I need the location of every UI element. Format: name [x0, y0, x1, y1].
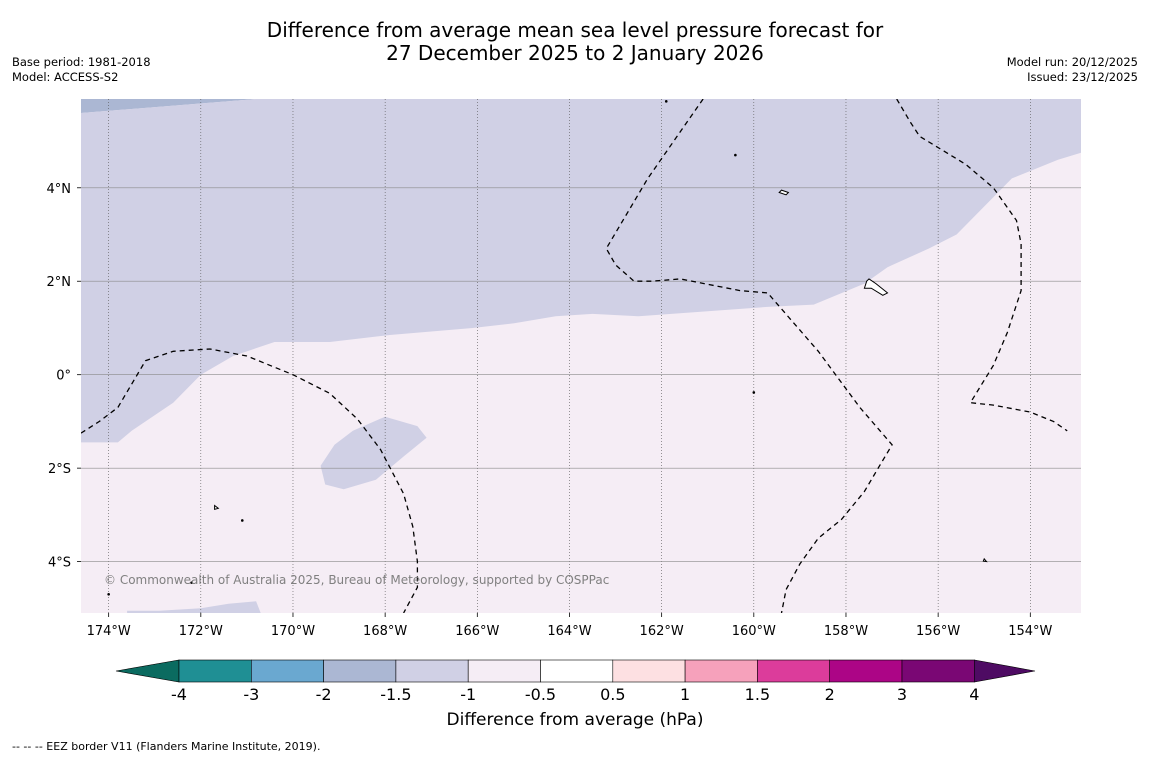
longitude-tick-label: 154°W: [1008, 624, 1052, 639]
longitude-tick-label: 166°W: [455, 624, 499, 639]
colorbar-tick-label: -1: [460, 685, 476, 700]
eez-border-line: [605, 99, 893, 613]
colorbar-swatch: [901, 659, 975, 683]
colorbar-tick-label: -3: [243, 685, 259, 700]
island-outline: [982, 557, 988, 563]
colorbar-tick-label: 1.5: [745, 685, 770, 700]
island-dot: [107, 593, 110, 596]
island-dot: [664, 100, 668, 103]
island-dot: [752, 391, 756, 394]
longitude-tick-label: 172°W: [179, 624, 223, 639]
island-dot: [240, 519, 244, 522]
colorbar-swatch: [540, 659, 614, 683]
island-dot: [190, 581, 193, 584]
colorbar-title: Difference from average (hPa): [446, 710, 704, 730]
longitude-tick-label: 160°W: [732, 624, 776, 639]
map-figure: © Commonwealth of Australia 2025, Bureau…: [47, 99, 1081, 700]
copyright-notice: © Commonwealth of Australia 2025, Bureau…: [104, 573, 609, 587]
meta-left: Base period: 1981-2018 Model: ACCESS-S2: [12, 55, 151, 85]
eez-legend-note: -- -- -- EEZ border V11 (Flanders Marine…: [12, 740, 321, 753]
colorbar-extend-low: [115, 659, 180, 683]
colorbar-swatch: [323, 659, 397, 683]
colorbar-tick-label: -2: [316, 685, 332, 700]
longitude-tick-label: 170°W: [271, 624, 315, 639]
colorbar-tick-label: 0.5: [600, 685, 625, 700]
issued-date: Issued: 23/12/2025: [1027, 70, 1138, 84]
colorbar-swatch: [829, 659, 903, 683]
island-outline: [214, 504, 220, 510]
island-outline: [863, 278, 889, 296]
colorbar-swatch: [395, 659, 469, 683]
colorbar-tick-label: 3: [897, 685, 907, 700]
colorbar-tick-label: 2: [825, 685, 835, 700]
latitude-tick-label: 4°S: [48, 556, 71, 571]
island-dot: [734, 153, 737, 157]
colorbar-tick-label: -4: [171, 685, 187, 700]
eez-border-line: [81, 348, 419, 613]
colorbar-tick-label: -0.5: [525, 685, 556, 700]
anomaly-region-minus1-5: [81, 99, 1081, 443]
longitude-tick-label: 168°W: [363, 624, 407, 639]
colorbar-swatch: [178, 659, 252, 683]
colorbar-tick-label: -1.5: [380, 685, 411, 700]
colorbar-tick-label: 4: [969, 685, 979, 700]
title-line-2: 27 December 2025 to 2 January 2026: [386, 41, 764, 65]
anomaly-region-minus1-5: [127, 601, 261, 613]
colorbar-swatch: [757, 659, 831, 683]
eez-border-line: [896, 99, 1068, 432]
meta-right: Model run: 20/12/2025 Issued: 23/12/2025: [1007, 55, 1138, 85]
colorbar-swatch: [684, 659, 758, 683]
longitude-tick-label: 174°W: [87, 624, 131, 639]
latitude-tick-label: 4°N: [47, 182, 72, 197]
chart-title: Difference from average mean sea level p…: [0, 19, 1150, 65]
colorbar-tick-label: 1: [680, 685, 690, 700]
title-line-1: Difference from average mean sea level p…: [266, 18, 884, 42]
longitude-tick-label: 156°W: [916, 624, 960, 639]
colorbar-swatch: [251, 659, 324, 683]
colorbar-swatch: [612, 659, 686, 683]
colorbar-extend-high: [973, 659, 1036, 683]
latitude-tick-label: 0°: [56, 369, 71, 384]
model-run: Model run: 20/12/2025: [1006, 55, 1138, 69]
base-period: Base period: 1981-2018: [12, 55, 151, 69]
longitude-tick-label: 162°W: [640, 624, 684, 639]
colorbar-swatch: [467, 659, 541, 683]
model-name: Model: ACCESS-S2: [12, 70, 119, 84]
island-outline: [778, 189, 790, 196]
latitude-tick-label: 2°N: [47, 275, 72, 290]
latitude-tick-label: 2°S: [48, 462, 71, 477]
longitude-tick-label: 164°W: [547, 624, 591, 639]
anomaly-region-minus1-5: [320, 416, 427, 490]
longitude-tick-label: 158°W: [824, 624, 868, 639]
